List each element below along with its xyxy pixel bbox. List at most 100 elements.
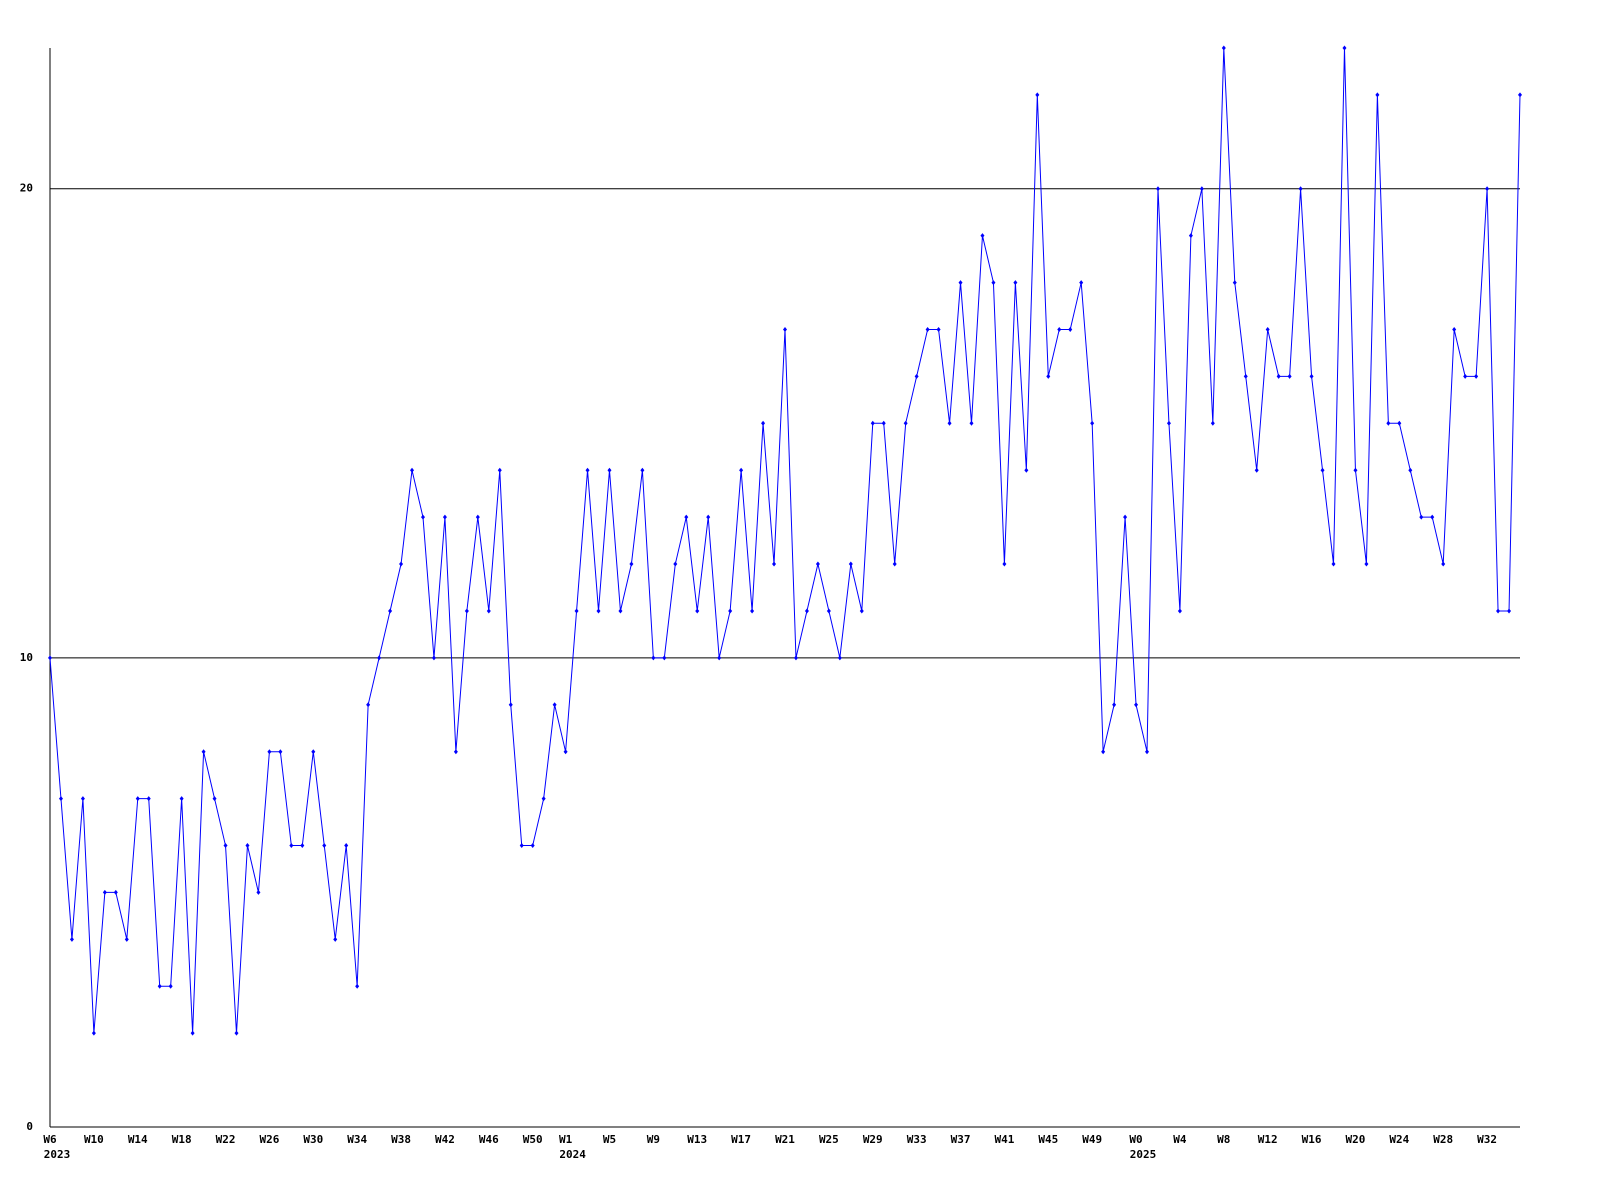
data-point	[1463, 373, 1468, 379]
data-point	[1210, 420, 1215, 426]
x-tick-label: W17	[731, 1133, 751, 1146]
data-point	[739, 467, 744, 473]
x-tick-label: W49	[1082, 1133, 1102, 1146]
x-tick-label: W24	[1389, 1133, 1409, 1146]
data-point	[453, 749, 458, 755]
data-point	[519, 843, 524, 849]
data-point	[1430, 514, 1435, 520]
year-label: 2024	[559, 1148, 586, 1161]
data-point	[1474, 373, 1479, 379]
data-point	[135, 796, 140, 802]
data-point	[311, 749, 316, 755]
data-point	[267, 749, 272, 755]
data-point	[1331, 561, 1336, 567]
data-point	[826, 608, 831, 614]
data-point	[1035, 92, 1040, 98]
year-label: 2025	[1130, 1148, 1157, 1161]
data-point	[1024, 467, 1029, 473]
data-point	[651, 655, 656, 661]
year-label: 2023	[44, 1148, 71, 1161]
data-point	[245, 843, 250, 849]
data-point	[552, 702, 557, 708]
x-tick-label: W50	[523, 1133, 543, 1146]
data-point	[344, 843, 349, 849]
data-point	[947, 420, 952, 426]
data-point	[69, 936, 74, 942]
x-tick-label: W30	[303, 1133, 323, 1146]
data-point	[1496, 608, 1501, 614]
x-tick-label: W21	[775, 1133, 795, 1146]
data-point	[1199, 186, 1204, 192]
x-tick-label: W45	[1038, 1133, 1058, 1146]
data-point	[399, 561, 404, 567]
data-point	[903, 420, 908, 426]
data-point	[410, 467, 415, 473]
data-point	[212, 796, 217, 802]
x-tick-label: W32	[1477, 1133, 1497, 1146]
data-point	[1408, 467, 1413, 473]
x-tick-label: W10	[84, 1133, 104, 1146]
data-point	[1232, 280, 1237, 286]
data-point	[48, 655, 52, 661]
data-point	[1298, 186, 1303, 192]
data-point	[1386, 420, 1391, 426]
data-point	[1188, 233, 1193, 239]
data-point	[936, 326, 941, 332]
x-tick-label: W28	[1433, 1133, 1453, 1146]
x-tick-label: W41	[994, 1133, 1014, 1146]
data-point	[1013, 280, 1018, 286]
data-point	[1002, 561, 1007, 567]
data-point	[464, 608, 469, 614]
data-point	[102, 889, 107, 895]
data-point	[870, 420, 875, 426]
data-point	[333, 936, 338, 942]
data-point	[278, 749, 283, 755]
x-tick-label: W13	[687, 1133, 707, 1146]
data-point	[892, 561, 897, 567]
data-point	[1419, 514, 1424, 520]
data-point	[420, 514, 425, 520]
data-point	[772, 561, 777, 567]
data-point	[190, 1030, 195, 1036]
data-point	[1375, 92, 1380, 98]
data-point	[377, 655, 382, 661]
data-point	[585, 467, 590, 473]
data-point	[486, 608, 491, 614]
data-point	[574, 608, 579, 614]
x-tick-label: W12	[1258, 1133, 1278, 1146]
data-point	[925, 326, 930, 332]
x-tick-label: W16	[1302, 1133, 1322, 1146]
data-point	[124, 936, 129, 942]
data-point	[80, 796, 85, 802]
x-tick-label: W25	[819, 1133, 839, 1146]
data-point	[783, 326, 787, 332]
data-point	[508, 702, 513, 708]
data-point	[201, 749, 206, 755]
data-point	[1485, 186, 1490, 192]
data-point	[1243, 373, 1248, 379]
x-tick-label: W26	[259, 1133, 279, 1146]
data-point	[366, 702, 371, 708]
data-point	[717, 655, 722, 661]
y-tick-label: 0	[26, 1120, 33, 1133]
data-point	[563, 749, 568, 755]
data-point	[1518, 92, 1522, 98]
data-point	[223, 843, 228, 849]
x-tick-label: W5	[603, 1133, 616, 1146]
data-point	[530, 843, 535, 849]
x-tick-label: W29	[863, 1133, 883, 1146]
data-line	[49, 47, 1521, 1034]
x-tick-label: W22	[216, 1133, 236, 1146]
data-point	[1057, 326, 1062, 332]
data-point	[706, 514, 711, 520]
x-tick-label: W37	[951, 1133, 971, 1146]
data-point	[442, 514, 447, 520]
data-point	[914, 373, 919, 379]
data-point	[969, 420, 974, 426]
data-point	[1090, 420, 1095, 426]
data-point	[1046, 373, 1051, 379]
data-point	[1287, 373, 1292, 379]
data-point	[256, 889, 261, 895]
data-point	[1177, 608, 1182, 614]
x-tick-label: W8	[1217, 1133, 1230, 1146]
